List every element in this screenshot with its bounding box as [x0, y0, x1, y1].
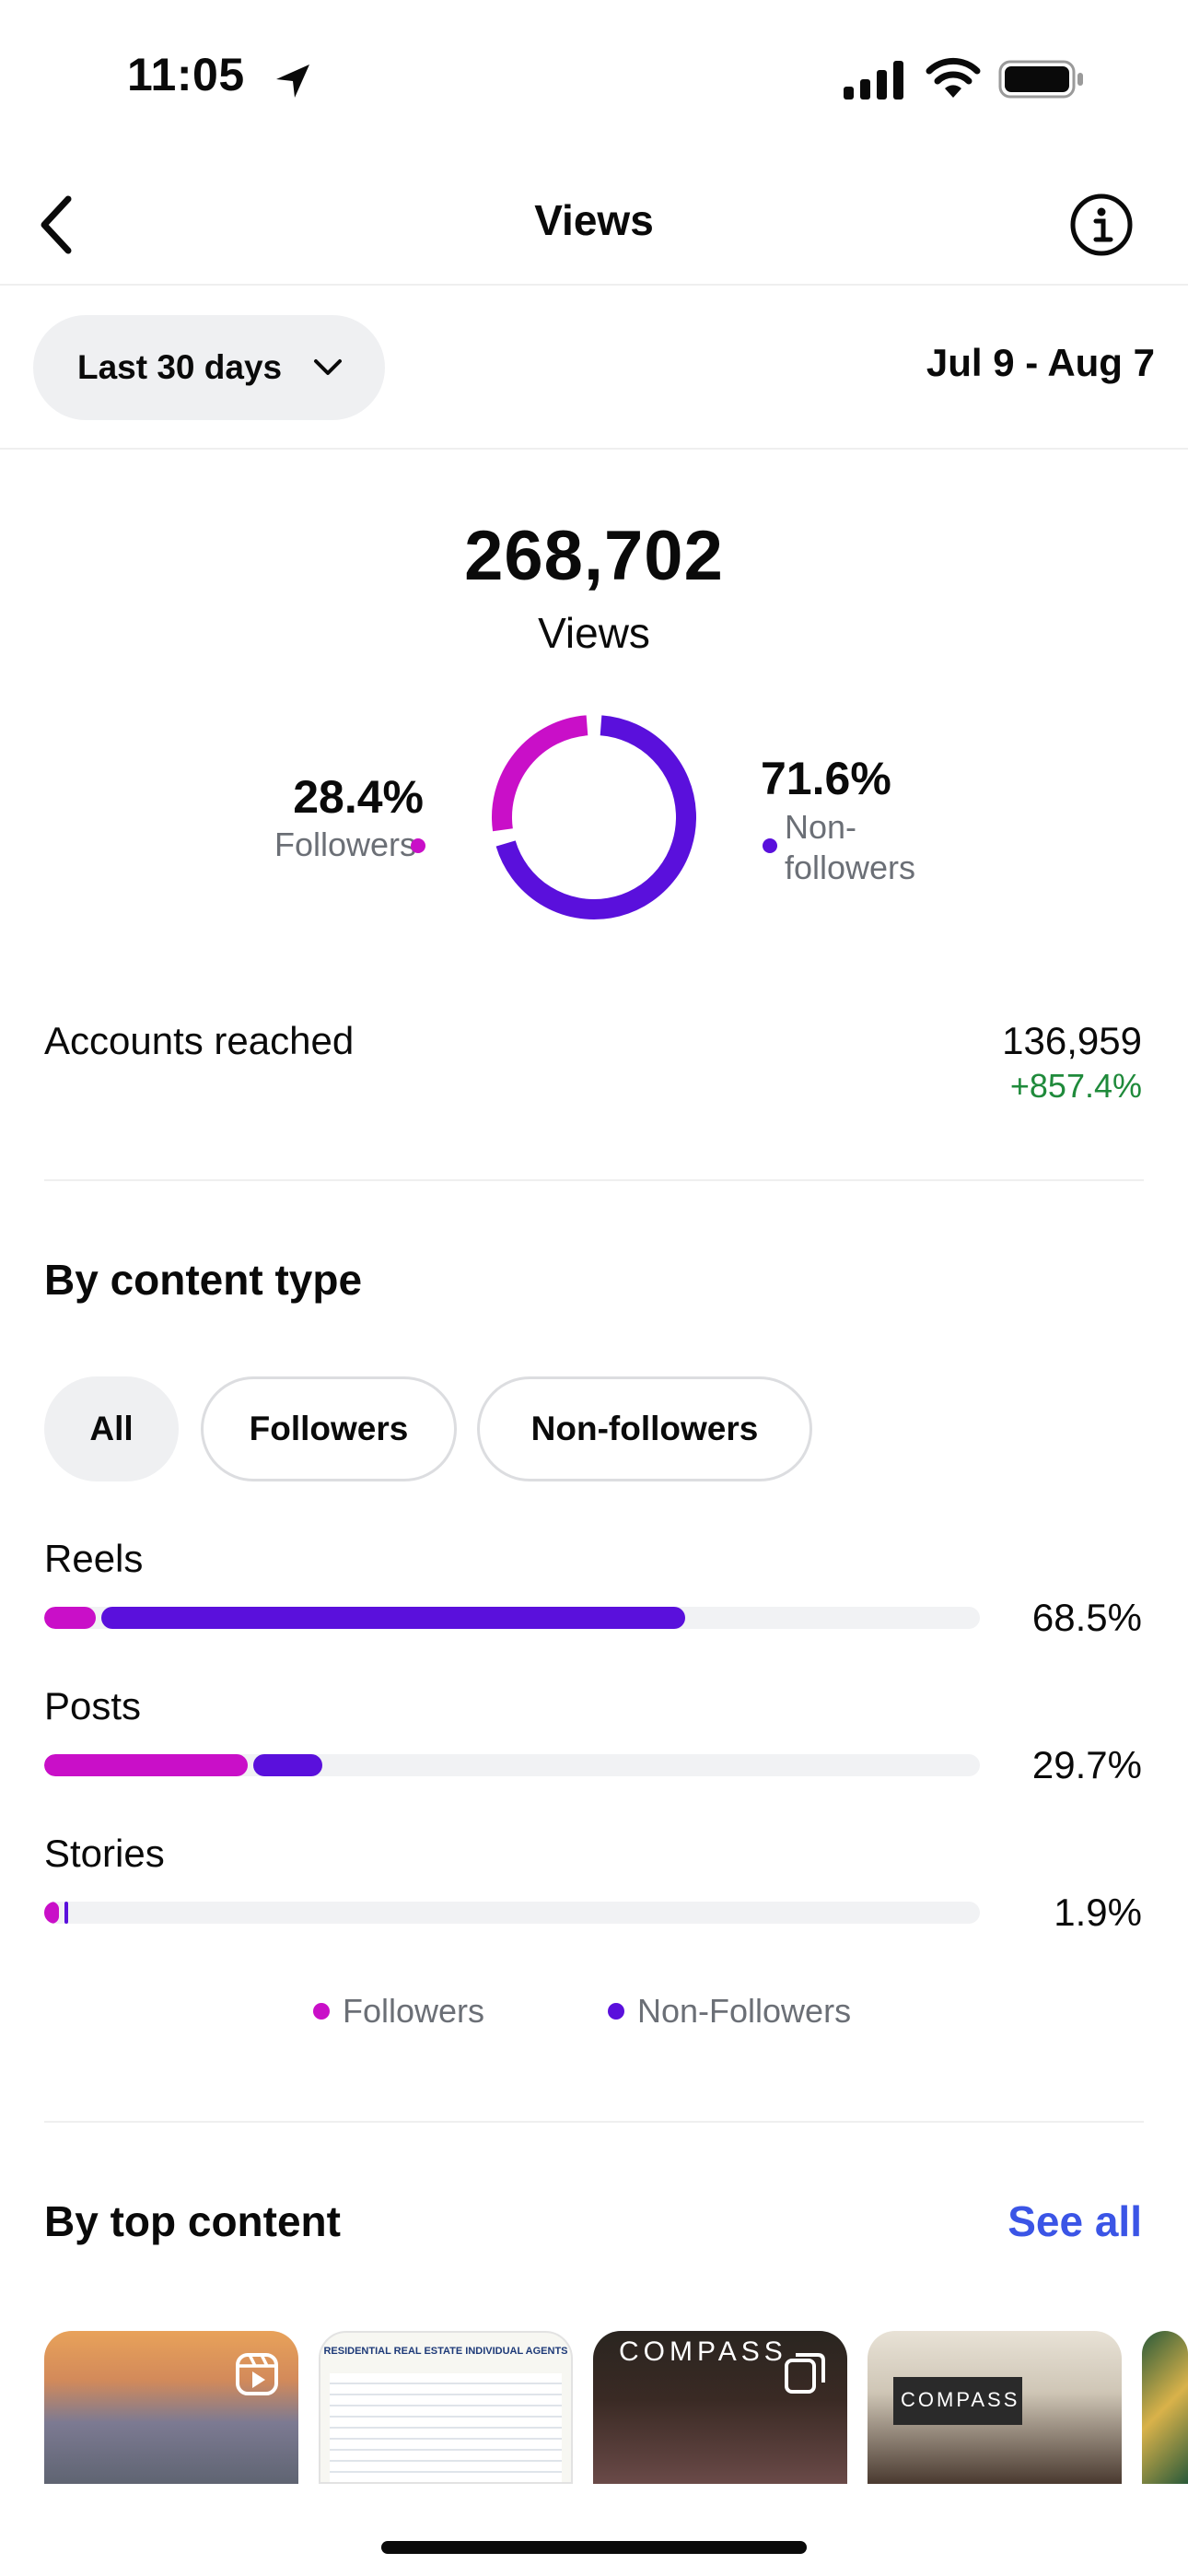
bar-segment-nonfollowers — [253, 1754, 322, 1776]
home-indicator[interactable] — [381, 2541, 807, 2554]
views-total-label: Views — [538, 609, 650, 657]
nonfollowers-dot — [763, 838, 777, 853]
accounts-divider — [44, 1179, 1144, 1181]
nav-divider — [0, 284, 1188, 286]
top-content-thumb-2[interactable]: RESIDENTIAL REAL ESTATE INDIVIDUAL AGENT… — [319, 2331, 573, 2484]
legend-followers: Followers — [343, 1992, 485, 2030]
top-content-thumb-5[interactable] — [1142, 2331, 1188, 2484]
legend-nonfollowers: Non-Followers — [637, 1992, 852, 2030]
bar-segment-followers — [44, 1902, 60, 1924]
carousel-icon — [785, 2353, 825, 2394]
accounts-reached-label: Accounts reached — [44, 1019, 355, 1062]
nonfollowers-percent: 71.6% — [761, 753, 891, 804]
legend-followers-dot — [313, 2003, 330, 2020]
thumb-sign — [893, 2377, 1022, 2425]
info-icon[interactable] — [1068, 192, 1135, 258]
content-type-divider — [44, 2121, 1144, 2123]
battery-icon — [998, 60, 1083, 99]
content-type-label-stories: Stories — [44, 1832, 165, 1875]
range-divider — [0, 448, 1188, 450]
chip-all[interactable]: All — [44, 1376, 179, 1481]
top-content-thumb-3[interactable]: COMPASS — [593, 2331, 847, 2484]
bar-segment-followers — [44, 1607, 96, 1629]
nonfollowers-label: Non-followers — [785, 808, 916, 886]
accounts-reached-delta: +857.4% — [1009, 1067, 1142, 1105]
followers-label-wrap: Followers — [274, 825, 416, 864]
bar-segment-nonfollowers — [100, 1607, 685, 1629]
reel-icon — [236, 2353, 278, 2395]
chip-followers[interactable]: Followers — [201, 1376, 457, 1481]
content-type-label-reels: Reels — [44, 1537, 144, 1580]
followers-label: Followers — [274, 825, 416, 863]
top-content-thumb-4[interactable]: COMPASS — [868, 2331, 1122, 2484]
thumb-heading: RESIDENTIAL REAL ESTATE INDIVIDUAL AGENT… — [323, 2346, 568, 2357]
content-type-pct-stories: 1.9% — [1054, 1891, 1142, 1934]
views-total: 268,702 — [464, 517, 724, 595]
thumb-table-rows — [330, 2373, 562, 2482]
date-range-text: Jul 9 - Aug 7 — [926, 341, 1155, 384]
content-type-bar-reels — [44, 1607, 980, 1629]
thumb-brand-text: COMPASS — [901, 2388, 1020, 2411]
bar-segment-followers — [44, 1754, 249, 1776]
signal-icon — [844, 61, 903, 100]
date-range-dropdown[interactable] — [33, 315, 385, 420]
content-type-pct-reels: 68.5% — [1031, 1596, 1142, 1639]
wifi-icon — [926, 57, 981, 98]
content-type-bar-stories — [44, 1902, 980, 1924]
content-type-label-posts: Posts — [44, 1684, 142, 1727]
bar-segment-nonfollowers — [64, 1902, 69, 1924]
location-arrow-icon — [276, 64, 309, 98]
accounts-reached-value: 136,959 — [1002, 1019, 1142, 1062]
views-donut-chart — [492, 715, 696, 919]
followers-dot — [411, 838, 425, 853]
bottom-area — [0, 2484, 1188, 2576]
content-type-bar-posts — [44, 1754, 980, 1776]
thumb-brand-text: COMPASS — [619, 2336, 787, 2367]
content-type-pct-posts: 29.7% — [1031, 1743, 1142, 1786]
chip-nonfollowers[interactable]: Non-followers — [477, 1376, 812, 1481]
legend-nonfollowers-dot — [608, 2003, 624, 2020]
see-all-link[interactable]: See all — [1007, 2197, 1142, 2245]
top-content-title: By top content — [44, 2197, 341, 2245]
chevron-down-icon — [314, 359, 342, 375]
page-title: Views — [534, 196, 654, 244]
status-time: 11:05 — [127, 49, 245, 100]
followers-percent: 28.4% — [293, 771, 424, 823]
back-chevron-icon[interactable] — [35, 193, 79, 256]
date-range-label: Last 30 days — [77, 348, 283, 386]
top-content-thumb-1[interactable] — [44, 2331, 298, 2484]
donut-segment-followers — [492, 715, 588, 832]
donut-segment-nonfollowers — [495, 715, 696, 919]
content-type-title: By content type — [44, 1256, 363, 1304]
